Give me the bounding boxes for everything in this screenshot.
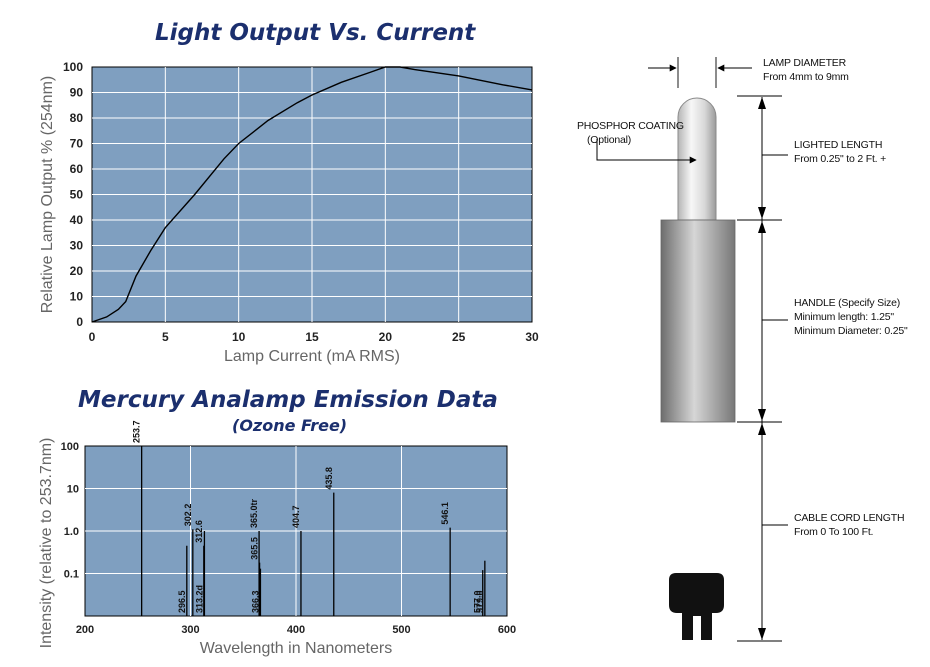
chart1-y-tick-label: 60 [70,162,84,176]
chart2-emission-label: 404.7 [291,505,301,528]
chart1-series-line [91,66,533,323]
dim-arrows [758,97,766,640]
chart2-emission-label: 366.3 [250,590,260,613]
lamp-diameter-label: LAMP DIAMETER From 4mm to 9mm [763,56,849,84]
chart1-y-tick-label: 100 [63,60,83,74]
chart2-x-axis-label: Wavelength in Nanometers [200,640,392,657]
phosphor-coating-pointer [596,139,697,164]
chart1: 0 5 10 15 20 25 30 0 10 20 30 40 50 60 70 80 90 100 Lamp … [39,60,539,365]
chart2-x-tick-label: 200 [76,624,94,636]
chart2-emission-label: 312.6 [194,520,204,543]
lighted-length-range: From 0.25" to 2 Ft. + [794,153,887,165]
chart2-y-tick-label: 0.1 [64,569,79,581]
chart1-y-tick-label: 90 [70,86,84,100]
chart2-emission-label: 365.0tr [249,498,259,528]
cable-cord-label: CABLE CORD LENGTH From 0 To 100 Ft. [794,511,905,539]
chart2-emission-label: 253.7 [132,420,142,443]
chart1-x-tick-label: 10 [232,330,246,344]
phosphor-coating-title: PHOSPHOR COATING [577,120,684,132]
chart1-y-tick-label: 70 [70,137,84,151]
chart1-x-tick-label: 5 [162,330,169,344]
chart2-emission-label: 435.8 [324,467,334,490]
lamp-diagram [596,57,788,642]
lamp-handle [660,219,736,423]
chart1-y-axis-label: Relative Lamp Output % (254nm) [39,76,56,313]
chart1-x-tick-label: 15 [305,330,319,344]
chart1-y-tick-label: 80 [70,111,84,125]
chart2-y-axis-label: Intensity (relative to 253.7nm) [38,438,55,649]
handle-title: HANDLE (Specify Size) [794,297,901,309]
chart1-y-tick-label: 20 [70,264,84,278]
chart2-ticks: 200 300 400 500 600 100 10 1.0 0.1 [61,441,517,636]
chart2-y-tick-label: 100 [61,441,79,453]
chart2-x-tick-label: 400 [287,624,305,636]
handle-min-diameter: Minimum Diameter: 0.25" [794,325,908,337]
phosphor-coating-note: (Optional) [587,134,632,146]
chart1-y-tick-label: 0 [76,315,83,329]
chart2-x-tick-label: 300 [181,624,199,636]
chart1-y-tick-label: 40 [70,213,84,227]
chart1-x-axis-label: Lamp Current (mA RMS) [224,348,400,365]
chart1-title: Light Output Vs. Current [155,20,476,46]
chart2-emission-label: 577.0 [473,590,483,613]
cable-cord-range: From 0 To 100 Ft. [794,526,874,538]
lamp-diameter-title: LAMP DIAMETER [763,57,846,69]
chart2-emission-label: 579.0 [475,590,485,613]
chart2-emission-label: 313.2d [194,585,204,613]
chart2-title: Mercury Analamp Emission Data [78,387,498,413]
chart1-x-tick-label: 30 [525,330,539,344]
lamp-tube [677,97,717,221]
lighted-length-title: LIGHTED LENGTH [794,139,883,151]
chart1-x-tick-label: 20 [379,330,393,344]
chart2-x-tick-label: 500 [392,624,410,636]
phosphor-coating-label: PHOSPHOR COATING (Optional) [577,119,684,147]
chart1-y-tick-label: 50 [70,188,84,202]
chart2-emission-label: 296.5 [177,590,187,613]
lighted-length-label: LIGHTED LENGTH From 0.25" to 2 Ft. + [794,138,886,166]
lamp-diameter-range: From 4mm to 9mm [763,71,849,83]
cable-connector [669,573,724,640]
chart1-y-tick-label: 30 [70,239,84,253]
chart1-grid [92,67,532,322]
chart1-ticks: 0 5 10 15 20 25 30 0 10 20 30 40 50 60 70 80 90 100 [63,60,539,344]
handle-label: HANDLE (Specify Size) Minimum length: 1.… [794,296,908,338]
cable-cord-title: CABLE CORD LENGTH [794,512,905,524]
chart2-subtitle: (Ozone Free) [232,416,348,435]
chart2-y-tick-label: 10 [67,484,79,496]
chart2-emission-label: 546.1 [440,502,450,525]
chart2: 200 300 400 500 600 100 10 1.0 0.1 253.7 296.5 302… [38,420,516,657]
chart1-x-tick-label: 0 [89,330,96,344]
chart2-x-tick-label: 600 [498,624,516,636]
handle-min-length: Minimum length: 1.25" [794,311,894,323]
chart2-grid [85,446,507,616]
chart1-x-tick-label: 25 [452,330,466,344]
chart2-y-tick-label: 1.0 [64,526,79,538]
chart2-emission-label: 302.2 [183,504,193,527]
chart1-y-tick-label: 10 [70,290,84,304]
chart2-emission-label: 365.5 [250,537,260,560]
